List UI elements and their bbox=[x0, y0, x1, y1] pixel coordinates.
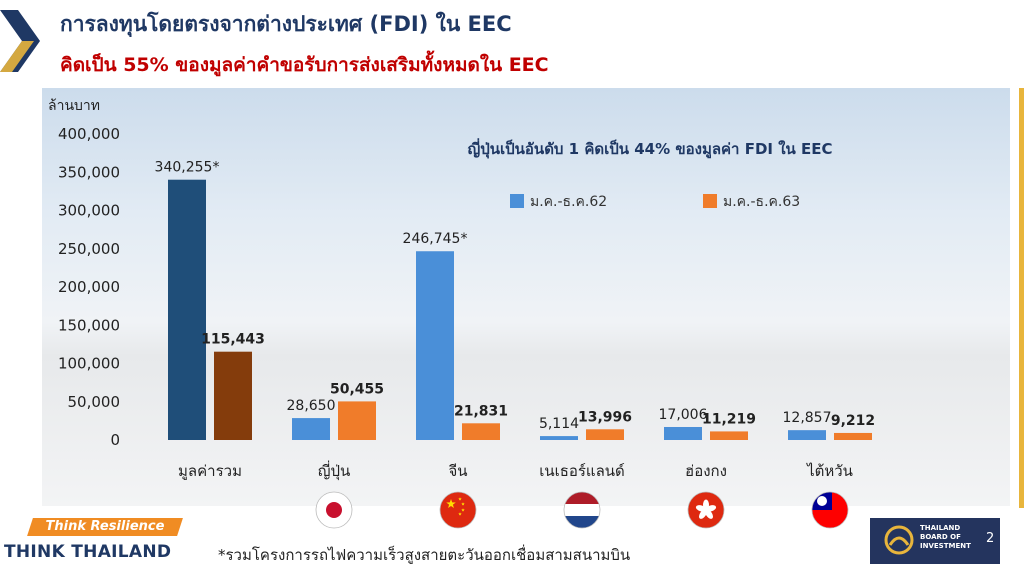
chart-annotation: ญี่ปุ่นเป็นอันดับ 1 คิดเป็น 44% ของมูลค่… bbox=[467, 138, 832, 159]
y-tick-label: 0 bbox=[110, 431, 120, 449]
data-label: 11,219 bbox=[702, 411, 756, 427]
header-chevron-logo bbox=[0, 10, 40, 72]
data-label: 28,650 bbox=[287, 398, 336, 414]
page-title: การลงทุนโดยตรงจากต่างประเทศ (FDI) ใน EEC bbox=[60, 12, 512, 36]
y-tick-label: 250,000 bbox=[58, 240, 120, 258]
bar-2020 bbox=[586, 429, 624, 440]
legend-swatch-2020 bbox=[703, 194, 717, 208]
hong-kong-flag-icon bbox=[687, 491, 725, 529]
japan-flag-icon bbox=[315, 491, 353, 529]
bar-2019 bbox=[292, 418, 330, 440]
bar-2020 bbox=[462, 423, 500, 440]
legend-swatch-2019 bbox=[510, 194, 524, 208]
y-tick-label: 150,000 bbox=[58, 316, 120, 334]
bar-2020 bbox=[214, 351, 252, 440]
data-label: 17,006 bbox=[659, 407, 708, 423]
y-tick-label: 300,000 bbox=[58, 202, 120, 220]
bar-2020 bbox=[834, 432, 872, 440]
bar-2019 bbox=[664, 426, 702, 440]
y-tick-label: 100,000 bbox=[58, 355, 120, 373]
data-label: 12,857 bbox=[783, 410, 832, 426]
bar-2020 bbox=[338, 401, 376, 440]
legend-label-2019: ม.ค.-ธ.ค.62 bbox=[530, 194, 607, 210]
boi-line-1: THAILAND bbox=[920, 524, 961, 532]
data-label: 21,831 bbox=[454, 403, 508, 419]
chart-legend: ม.ค.-ธ.ค.62 ม.ค.-ธ.ค.63 bbox=[510, 194, 800, 210]
bar-2020 bbox=[710, 431, 748, 440]
y-tick-label: 350,000 bbox=[58, 163, 120, 181]
y-tick-label: 50,000 bbox=[68, 393, 121, 411]
boi-emblem-icon bbox=[884, 525, 914, 555]
page-subtitle: คิดเป็น 55% ของมูลค่าคำขอรับการส่งเสริมท… bbox=[60, 54, 549, 76]
boi-logo: THAILAND BOARD OF INVESTMENT bbox=[870, 518, 1000, 564]
bar-2019 bbox=[788, 430, 826, 440]
accent-bar bbox=[1019, 88, 1024, 508]
x-category-label: มูลค่ารวม bbox=[178, 462, 242, 480]
bar-2019 bbox=[416, 251, 454, 440]
y-axis-label: ล้านบาท bbox=[48, 98, 100, 114]
x-category-label: เนเธอร์แลนด์ bbox=[539, 462, 625, 480]
boi-line-2: BOARD OF bbox=[920, 533, 961, 541]
x-category-label: จีน bbox=[448, 462, 467, 480]
y-tick-label: 400,000 bbox=[58, 125, 120, 143]
x-category-label: ไต้หวัน bbox=[806, 462, 853, 480]
legend-label-2020: ม.ค.-ธ.ค.63 bbox=[723, 194, 800, 210]
data-label: 115,443 bbox=[201, 332, 265, 348]
data-label: 13,996 bbox=[578, 409, 632, 425]
think-thailand-logo: Think Resilience THINK THAILAND bbox=[0, 518, 183, 570]
x-category-label: ฮ่องกง bbox=[685, 462, 727, 480]
taiwan-flag-icon bbox=[811, 491, 849, 529]
netherlands-flag-icon bbox=[563, 491, 601, 529]
data-label: 246,745* bbox=[403, 231, 468, 247]
think-resilience-text: Think Resilience bbox=[45, 519, 165, 534]
think-thailand-text: THINK THAILAND bbox=[4, 542, 172, 562]
y-tick-label: 200,000 bbox=[58, 278, 120, 296]
data-label: 9,212 bbox=[831, 413, 875, 429]
x-category-label: ญี่ปุ่น bbox=[318, 460, 351, 481]
bar-2019 bbox=[168, 179, 206, 440]
boi-line-3: INVESTMENT bbox=[920, 542, 971, 550]
bar-2019 bbox=[540, 436, 578, 440]
page-number: 2 bbox=[986, 531, 995, 546]
china-flag-icon bbox=[439, 491, 477, 529]
data-label: 50,455 bbox=[330, 381, 384, 397]
data-label: 5,114 bbox=[539, 416, 579, 432]
data-label: 340,255* bbox=[155, 160, 220, 176]
footnote: *รวมโครงการรถไฟความเร็วสูงสายตะวันออกเชื… bbox=[218, 546, 631, 564]
